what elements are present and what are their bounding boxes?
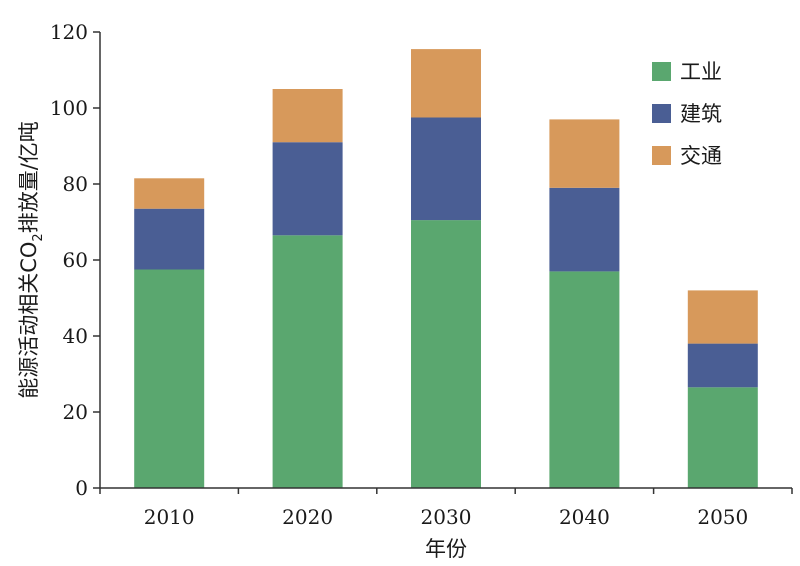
legend-swatch: [652, 62, 671, 81]
legend-swatch: [652, 104, 671, 123]
bar-segment-2010-1: [134, 208, 205, 270]
x-tick-label: 2020: [282, 505, 333, 529]
legend-swatch: [652, 146, 671, 165]
legend-label: 交通: [680, 144, 722, 168]
y-tick-label: 60: [63, 248, 88, 272]
bar-segment-2010-0: [134, 269, 205, 488]
legend-label: 工业: [680, 60, 722, 84]
x-ticks: 2010 2020 2030 2040 2050: [99, 488, 793, 529]
bar-segment-2020-1: [272, 142, 343, 236]
y-axis-title-rest: 排放量/亿吨: [17, 121, 41, 233]
bar-segment-2040-1: [549, 187, 620, 272]
bar-segment-2030-0: [411, 220, 481, 488]
bar-segment-2050-2: [687, 290, 758, 344]
y-tick-label: 20: [63, 400, 88, 424]
y-axis-title-main: 能源活动相关CO: [17, 242, 41, 399]
x-tick-label: 2030: [421, 505, 472, 529]
bar-segment-2010-2: [134, 178, 205, 209]
y-tick-label: 80: [63, 172, 88, 196]
y-axis-title-subscript: 2: [31, 233, 46, 241]
y-tick-label: 0: [75, 476, 88, 500]
legend-label: 建筑: [680, 102, 722, 126]
bar-segment-2030-2: [411, 49, 481, 118]
y-ticks: 0 20 40 60 80 100 120: [50, 20, 100, 500]
bar-segment-2050-0: [687, 387, 758, 488]
plot-area: [134, 49, 758, 488]
x-axis-title: 年份: [425, 537, 467, 561]
y-tick-label: 120: [50, 20, 88, 44]
bar-segment-2030-1: [411, 117, 481, 221]
bar-segment-2040-2: [549, 119, 620, 188]
bar-segment-2020-0: [272, 235, 343, 488]
y-axis-title: 能源活动相关CO2排放量/亿吨: [17, 121, 46, 399]
bar-segment-2050-1: [687, 343, 758, 388]
bar-segment-2020-2: [272, 89, 343, 143]
x-tick-label: 2010: [144, 505, 195, 529]
x-tick-label: 2040: [559, 505, 610, 529]
y-tick-label: 100: [50, 96, 88, 120]
bar-segment-2040-0: [549, 271, 620, 488]
x-tick-label: 2050: [697, 505, 748, 529]
y-tick-label: 40: [63, 324, 88, 348]
